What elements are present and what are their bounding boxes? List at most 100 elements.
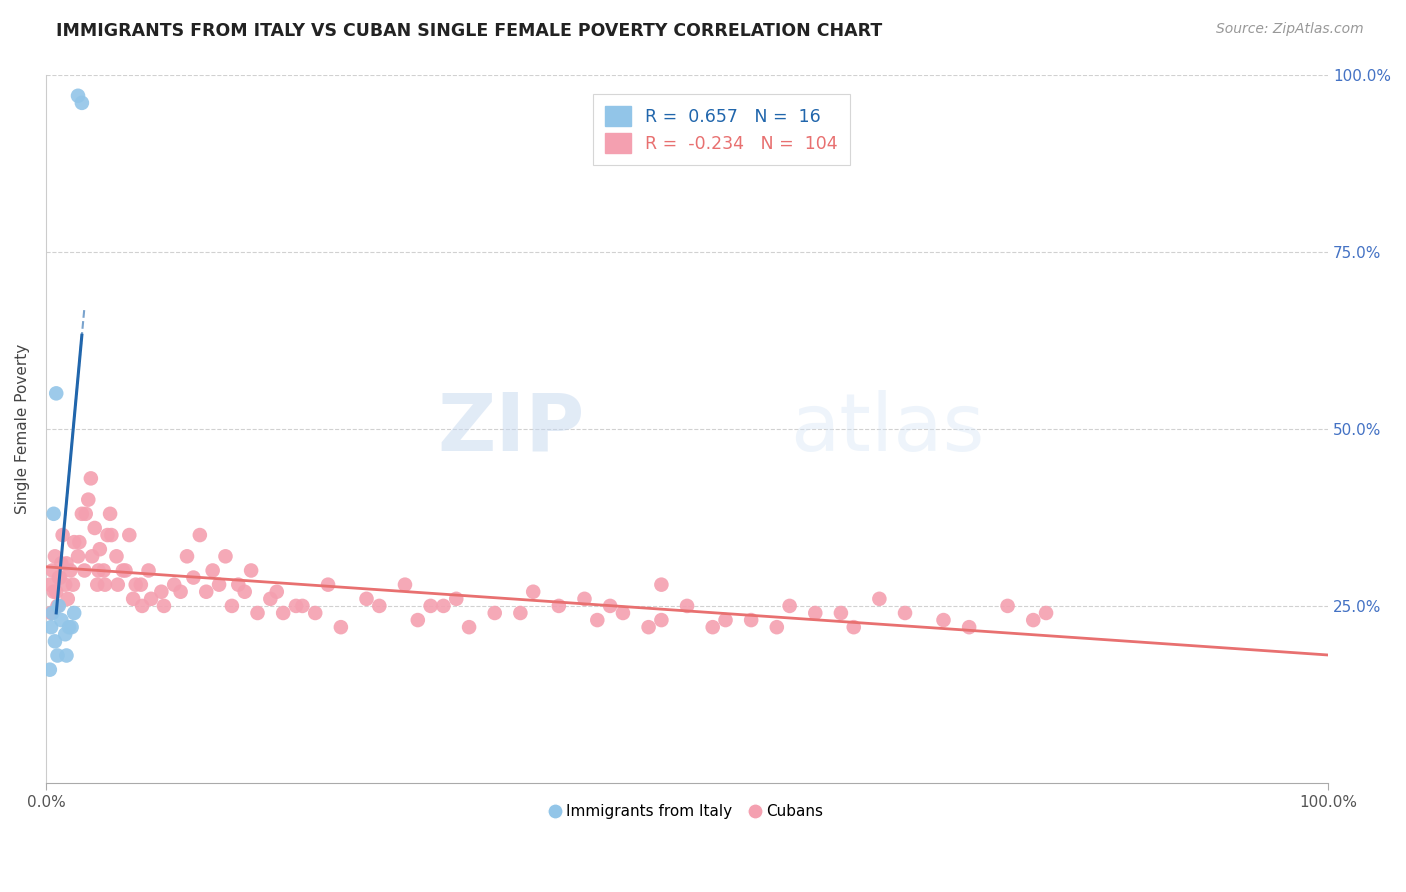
- Point: [38, 663, 60, 677]
- Point: [650, 613, 672, 627]
- Point: [131, 599, 153, 613]
- Point: [316, 577, 339, 591]
- Point: [63, 535, 86, 549]
- Point: [329, 620, 352, 634]
- Point: [39, 606, 62, 620]
- Point: [176, 549, 198, 564]
- Point: [125, 577, 148, 591]
- Point: [169, 584, 191, 599]
- Point: [89, 542, 111, 557]
- Point: [45, 386, 67, 401]
- Y-axis label: Single Female Poverty: Single Female Poverty: [15, 343, 30, 514]
- Point: [53, 627, 76, 641]
- Point: [765, 620, 787, 634]
- Point: [139, 591, 162, 606]
- Point: [702, 620, 724, 634]
- Point: [586, 613, 609, 627]
- Point: [56, 591, 79, 606]
- Point: [599, 599, 621, 613]
- Point: [42, 584, 65, 599]
- Point: [612, 606, 634, 620]
- Point: [70, 507, 93, 521]
- Point: [259, 591, 281, 606]
- Point: [83, 521, 105, 535]
- Point: [271, 606, 294, 620]
- Point: [82, 549, 104, 564]
- Point: [291, 599, 314, 613]
- Point: [75, 507, 97, 521]
- Point: [44, 634, 66, 648]
- Point: [96, 528, 118, 542]
- Point: [94, 577, 117, 591]
- Point: [48, 570, 70, 584]
- Point: [150, 584, 173, 599]
- Point: [574, 591, 596, 606]
- Point: [676, 599, 699, 613]
- Point: [195, 584, 218, 599]
- Point: [70, 95, 93, 110]
- Point: [62, 577, 84, 591]
- Text: ZIP: ZIP: [437, 390, 585, 467]
- Point: [118, 528, 141, 542]
- Point: [111, 564, 134, 578]
- Point: [957, 620, 980, 634]
- Legend: Immigrants from Italy, Cubans: Immigrants from Italy, Cubans: [546, 797, 830, 825]
- Point: [233, 584, 256, 599]
- Point: [522, 584, 544, 599]
- Point: [368, 599, 391, 613]
- Point: [45, 584, 67, 599]
- Point: [509, 606, 531, 620]
- Point: [830, 606, 852, 620]
- Point: [637, 620, 659, 634]
- Point: [266, 584, 288, 599]
- Point: [105, 549, 128, 564]
- Point: [41, 606, 63, 620]
- Point: [73, 564, 96, 578]
- Point: [868, 591, 890, 606]
- Point: [59, 564, 82, 578]
- Point: [49, 570, 72, 584]
- Point: [163, 577, 186, 591]
- Point: [484, 606, 506, 620]
- Point: [240, 564, 263, 578]
- Point: [66, 549, 89, 564]
- Point: [44, 549, 66, 564]
- Point: [55, 648, 77, 663]
- Point: [58, 620, 80, 634]
- Point: [208, 577, 231, 591]
- Point: [100, 528, 122, 542]
- Point: [87, 564, 110, 578]
- Point: [52, 528, 75, 542]
- Point: [63, 606, 86, 620]
- Point: [714, 613, 737, 627]
- Point: [80, 471, 103, 485]
- Point: [98, 507, 121, 521]
- Point: [842, 620, 865, 634]
- Point: [458, 620, 481, 634]
- Point: [650, 577, 672, 591]
- Point: [740, 613, 762, 627]
- Point: [932, 613, 955, 627]
- Point: [214, 549, 236, 564]
- Point: [394, 577, 416, 591]
- Point: [48, 599, 70, 613]
- Point: [356, 591, 378, 606]
- Point: [779, 599, 801, 613]
- Point: [67, 535, 90, 549]
- Point: [38, 577, 60, 591]
- Point: [51, 613, 73, 627]
- Point: [129, 577, 152, 591]
- Point: [60, 620, 83, 634]
- Point: [114, 564, 136, 578]
- Point: [93, 564, 115, 578]
- Point: [201, 564, 224, 578]
- Point: [246, 606, 269, 620]
- Point: [221, 599, 243, 613]
- Point: [46, 599, 69, 613]
- Point: [226, 577, 249, 591]
- Point: [66, 88, 89, 103]
- Point: [41, 564, 63, 578]
- Point: [894, 606, 917, 620]
- Point: [432, 599, 454, 613]
- Text: IMMIGRANTS FROM ITALY VS CUBAN SINGLE FEMALE POVERTY CORRELATION CHART: IMMIGRANTS FROM ITALY VS CUBAN SINGLE FE…: [56, 22, 883, 40]
